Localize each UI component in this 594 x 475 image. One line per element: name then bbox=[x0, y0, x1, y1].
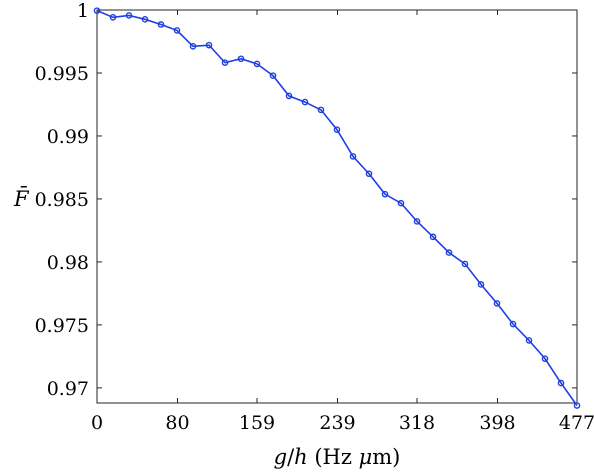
data-point bbox=[125, 12, 133, 19]
x-tick-label: 318 bbox=[399, 412, 435, 434]
data-point bbox=[365, 170, 373, 178]
data-point bbox=[381, 190, 389, 198]
plot-frame bbox=[96, 9, 578, 404]
y-tick-label: 0.99 bbox=[47, 126, 89, 148]
data-point bbox=[541, 355, 549, 362]
y-tick-label: 0.975 bbox=[35, 315, 89, 337]
data-point bbox=[413, 218, 421, 225]
data-point bbox=[493, 300, 501, 307]
data-point bbox=[445, 249, 453, 256]
data-point bbox=[173, 27, 181, 34]
data-point bbox=[285, 92, 293, 100]
data-point bbox=[333, 126, 341, 133]
data-point bbox=[301, 98, 309, 106]
data-point bbox=[429, 233, 437, 241]
data-point bbox=[317, 106, 325, 114]
x-tick-label: 477 bbox=[559, 412, 594, 434]
x-axis-label: g/h (Hz μm) bbox=[274, 445, 401, 469]
y-tick-label: 0.985 bbox=[35, 189, 89, 211]
data-point bbox=[253, 60, 261, 68]
data-point bbox=[237, 55, 245, 63]
data-point bbox=[461, 260, 469, 268]
data-point bbox=[477, 281, 485, 288]
data-point bbox=[525, 337, 533, 344]
y-tick-label: 0.995 bbox=[35, 63, 89, 85]
y-tick-label: 0.98 bbox=[47, 252, 89, 274]
data-point bbox=[557, 379, 565, 387]
x-tick-label: 239 bbox=[319, 412, 355, 434]
axis-ticks: 0 80 159 239 318 398 477 0.97 0.975 0.98 0.985 0.99… bbox=[35, 0, 594, 434]
data-point bbox=[189, 42, 197, 50]
data-point bbox=[205, 41, 213, 49]
data-point bbox=[109, 14, 117, 21]
x-tick-label: 398 bbox=[479, 412, 515, 434]
data-point bbox=[157, 21, 165, 28]
data-point bbox=[141, 16, 149, 23]
x-tick-label: 80 bbox=[165, 412, 189, 434]
x-tick-label: 159 bbox=[239, 412, 275, 434]
y-axis-label: F̄ bbox=[13, 186, 30, 211]
data-point bbox=[509, 320, 517, 328]
data-point bbox=[93, 7, 101, 14]
y-tick-label: 0.97 bbox=[47, 378, 89, 400]
data-point bbox=[397, 199, 405, 207]
data-point bbox=[269, 72, 277, 79]
data-point bbox=[573, 402, 581, 409]
series-line bbox=[96, 9, 578, 406]
series-group bbox=[93, 7, 581, 409]
y-tick-label: 1 bbox=[77, 0, 89, 22]
data-point bbox=[221, 59, 229, 66]
x-tick-label: 0 bbox=[91, 412, 103, 434]
data-point bbox=[349, 153, 357, 160]
